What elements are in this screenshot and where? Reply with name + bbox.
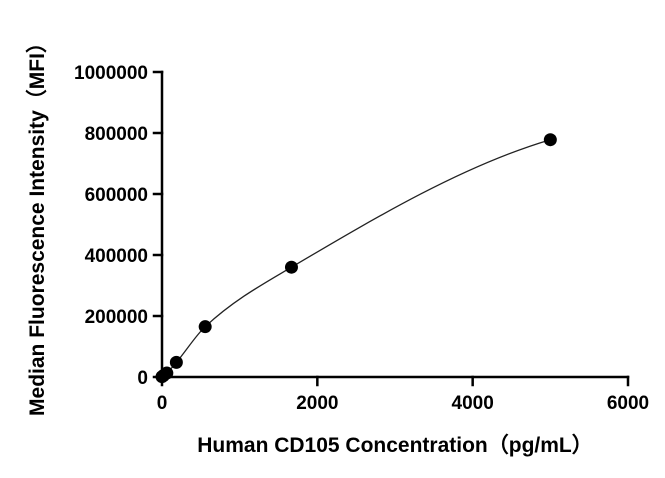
x-tick-label: 2000: [296, 393, 338, 414]
data-point: [543, 133, 557, 147]
y-tick-label: 600000: [85, 185, 148, 206]
axis-ticks: 0 2000 4000 6000 0 200000 400000 600000 800000 10…: [74, 63, 649, 414]
x-tick-label: 6000: [607, 393, 649, 414]
y-axis-title: Median Fluorescence Intensity（MFI）: [25, 32, 49, 416]
y-tick-label: 0: [137, 368, 148, 389]
data-point: [169, 355, 183, 369]
x-tick-label: 0: [157, 393, 168, 414]
y-tick-label: 400000: [85, 246, 148, 267]
fit-curve: [161, 139, 551, 378]
x-axis-title: Human CD105 Concentration（pg/mL）: [197, 433, 593, 457]
y-tick-label: 200000: [85, 307, 148, 328]
y-tick-label: 1000000: [74, 63, 148, 84]
data-point: [160, 366, 174, 380]
data-points-layer: [155, 133, 557, 384]
data-point: [198, 320, 212, 334]
x-tick-label: 4000: [452, 393, 494, 414]
data-point: [284, 260, 298, 274]
y-tick-label: 800000: [85, 124, 148, 145]
fit-curve-layer: [161, 139, 551, 378]
